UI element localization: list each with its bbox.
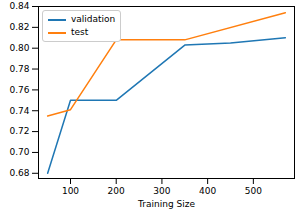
- svg-text:0.84: 0.84: [9, 1, 29, 11]
- html-text:test: test: [71, 27, 89, 37]
- svg-text:300: 300: [153, 186, 170, 196]
- svg-text:0.74: 0.74: [9, 106, 29, 116]
- svg-text:500: 500: [245, 186, 262, 196]
- svg-text:0.72: 0.72: [9, 126, 29, 136]
- svg-text:0.70: 0.70: [9, 147, 29, 157]
- svg-text:200: 200: [108, 186, 125, 196]
- svg-text:0.82: 0.82: [9, 22, 29, 32]
- svg-text:400: 400: [199, 186, 216, 196]
- html-text:validation: validation: [71, 14, 116, 24]
- svg-text:0.68: 0.68: [9, 168, 29, 178]
- svg-text:0.80: 0.80: [9, 43, 29, 53]
- svg-text:Training Size: Training Size: [137, 199, 195, 209]
- svg-text:0.76: 0.76: [9, 85, 29, 95]
- svg-text:100: 100: [62, 186, 79, 196]
- svg-text:0.78: 0.78: [9, 64, 29, 74]
